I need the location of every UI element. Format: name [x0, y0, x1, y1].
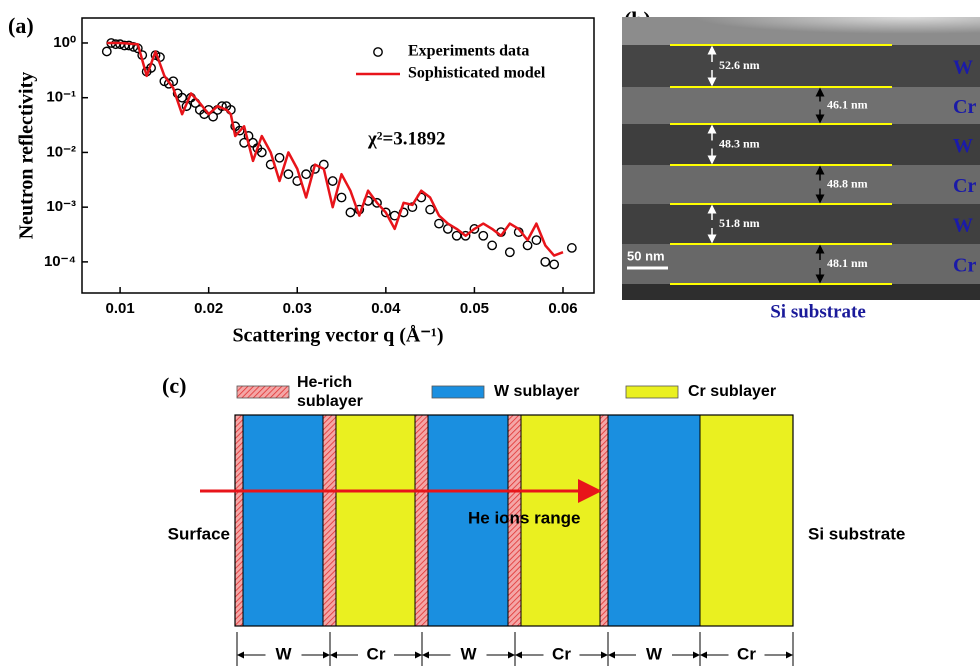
- x-tick-label: 0.02: [194, 300, 223, 317]
- annotation: He ions range: [468, 508, 580, 527]
- tem-layer: [622, 204, 980, 244]
- legend-label: Sophisticated model: [408, 65, 546, 82]
- layer: [234, 414, 244, 627]
- data-point: [124, 40, 134, 51]
- data-point: [549, 259, 560, 270]
- data-point: [380, 207, 391, 218]
- data-point: [283, 169, 294, 180]
- dimension-label: Cr: [367, 644, 386, 663]
- thickness-label: 48.1 nm: [827, 256, 868, 270]
- dimension-label: W: [646, 644, 663, 663]
- data-point: [540, 256, 551, 267]
- plot-area: [101, 38, 577, 270]
- dimension-label: W: [275, 644, 292, 663]
- surface-label: Surface: [168, 524, 230, 543]
- data-point: [425, 204, 436, 215]
- thickness-label: 51.8 nm: [719, 216, 760, 230]
- data-point: [327, 176, 338, 186]
- layer: [414, 414, 429, 627]
- data-point: [372, 197, 382, 208]
- dimension-label: W: [460, 644, 477, 663]
- legend-swatch: [236, 385, 290, 399]
- layer-label: W: [953, 215, 973, 237]
- data-point: [522, 240, 533, 251]
- layer-label: W: [953, 135, 973, 157]
- y-tick-label: 10⁻⁴: [44, 253, 76, 270]
- x-tick-label: 0.03: [283, 300, 312, 317]
- tem-layer: [622, 87, 980, 124]
- y-tick-label: 10⁻²: [46, 143, 76, 160]
- data-point: [345, 207, 356, 218]
- tem-layer: [622, 244, 980, 284]
- layer: [607, 414, 701, 627]
- data-point: [487, 240, 498, 251]
- data-point: [504, 247, 515, 258]
- tem-layer: [622, 165, 980, 204]
- panel-label: (c): [162, 373, 186, 398]
- layer-label: Cr: [953, 175, 976, 197]
- legend-label: sublayer: [297, 393, 363, 410]
- data-point: [469, 224, 480, 234]
- thickness-label: 48.8 nm: [827, 176, 868, 190]
- data-point: [208, 111, 219, 122]
- layer: [699, 414, 794, 627]
- legend-label: W sublayer: [494, 383, 579, 400]
- stack-frame: [234, 414, 794, 627]
- thickness-label: 52.6 nm: [719, 58, 760, 72]
- layer: [322, 414, 337, 627]
- layer: [242, 414, 324, 627]
- legend-label: Cr sublayer: [688, 383, 776, 400]
- substrate-label: Si substrate: [808, 524, 905, 543]
- thickness-label: 46.1 nm: [827, 97, 868, 111]
- data-point: [451, 230, 462, 241]
- x-tick-label: 0.06: [548, 300, 577, 317]
- data-point: [256, 147, 267, 158]
- x-axis-label: Scattering vector q (Å⁻¹): [232, 324, 443, 347]
- x-tick-label: 0.05: [460, 300, 489, 317]
- y-axis-label: Neutron reflectivity: [16, 72, 38, 240]
- x-tick-label: 0.04: [371, 300, 401, 317]
- layer-label: Cr: [953, 96, 976, 118]
- y-tick-label: 10⁰: [53, 34, 76, 51]
- layer: [520, 414, 601, 627]
- dimension-label: Cr: [737, 644, 756, 663]
- layer-label: W: [953, 57, 973, 79]
- tem-layer: [622, 124, 980, 165]
- annotation: χ²=3.1892: [367, 128, 446, 149]
- data-point: [460, 230, 471, 241]
- data-point: [531, 235, 542, 246]
- substrate-label: Si substrate: [770, 301, 866, 322]
- thickness-label: 48.3 nm: [719, 136, 760, 150]
- legend-label: Experiments data: [408, 43, 529, 60]
- panel-label: (a): [8, 13, 34, 38]
- data-point: [478, 230, 489, 241]
- data-point: [336, 192, 347, 203]
- data-point: [434, 218, 444, 229]
- model-line: [106, 41, 564, 257]
- legend-label: He-rich: [297, 374, 352, 391]
- dimension-label: Cr: [552, 644, 571, 663]
- scale-bar-label: 50 nm: [627, 248, 665, 263]
- tem-layer: [622, 45, 980, 87]
- data-point: [301, 169, 312, 180]
- data-point: [101, 46, 112, 57]
- data-point: [234, 125, 245, 136]
- layer-label: Cr: [953, 255, 976, 277]
- data-point: [566, 243, 577, 253]
- legend-swatch: [625, 385, 679, 399]
- tem-top: [622, 17, 980, 45]
- layer: [335, 414, 416, 627]
- legend-swatch: [431, 385, 485, 399]
- layer: [599, 414, 609, 627]
- x-tick-label: 0.01: [105, 300, 134, 317]
- data-point: [274, 152, 285, 163]
- legend-marker: [373, 47, 383, 57]
- plot-frame: [81, 17, 595, 294]
- y-tick-label: 10⁻¹: [46, 89, 76, 106]
- y-tick-label: 10⁻³: [46, 198, 76, 215]
- tem-image: 52.6 nm 46.1 nm 48.3 nm 48.8 nm 51.8 nm 48.1 …: [622, 17, 980, 300]
